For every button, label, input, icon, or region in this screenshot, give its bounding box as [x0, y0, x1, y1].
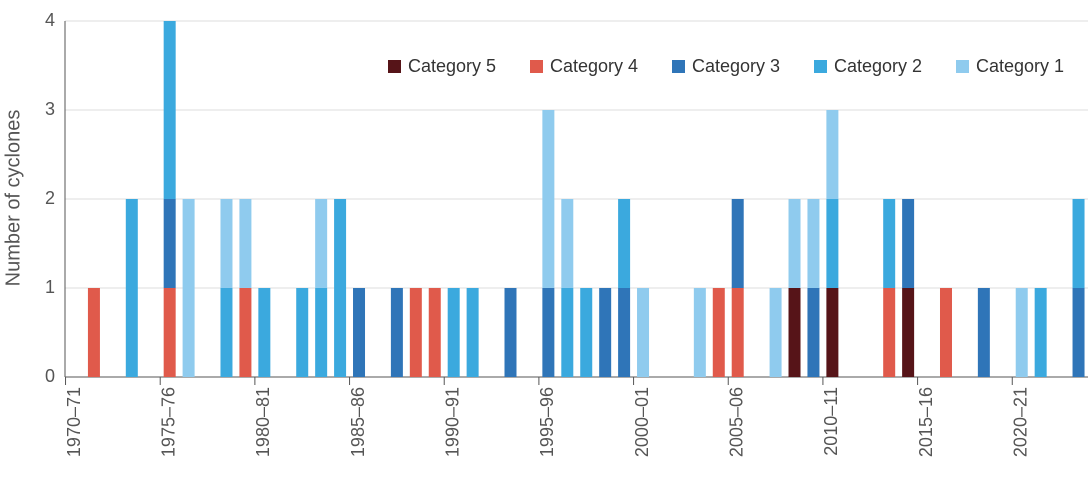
bar-segment	[315, 288, 328, 377]
y-tick-label: 3	[45, 99, 55, 119]
legend-label: Category 4	[550, 56, 638, 76]
bar-segment	[334, 199, 347, 377]
bar-segment	[826, 199, 839, 288]
bar-segment	[788, 288, 801, 377]
x-tick-label: 2020–21	[1010, 387, 1030, 457]
bar-segment	[1034, 288, 1047, 377]
bar-segment	[163, 21, 176, 199]
x-tick-label: 2000–01	[632, 387, 652, 457]
y-axis-label: Number of cyclones	[2, 110, 24, 287]
legend-swatch	[530, 60, 543, 73]
bar-segment	[599, 288, 612, 377]
legend-swatch	[956, 60, 969, 73]
x-tick-label: 2010–11	[821, 387, 841, 456]
bar-segment	[807, 288, 820, 377]
bar-segment	[939, 288, 952, 377]
y-tick-label: 0	[45, 366, 55, 386]
bar-segment	[977, 288, 990, 377]
x-tick-label: 1980–81	[253, 387, 273, 457]
bar-segment	[220, 288, 233, 377]
bar-segment	[466, 288, 479, 377]
bar-segment	[580, 288, 593, 377]
y-tick-label: 4	[45, 10, 55, 30]
bar-segment	[390, 288, 403, 377]
bar-segment	[258, 288, 271, 377]
legend-label: Category 1	[976, 56, 1064, 76]
bar-segment	[220, 199, 233, 288]
x-tick-label: 1985–86	[348, 387, 368, 457]
bar-segment	[409, 288, 422, 377]
legend-label: Category 3	[692, 56, 780, 76]
bar-segment	[637, 288, 650, 377]
bar-segment	[826, 110, 839, 199]
bar-segment	[807, 199, 820, 288]
bar-segment	[315, 199, 328, 288]
bar-segment	[1015, 288, 1028, 377]
bar-segment	[902, 199, 915, 288]
bar-segment	[447, 288, 460, 377]
legend-swatch	[672, 60, 685, 73]
bar-segment	[902, 288, 915, 377]
bar-segment	[542, 288, 555, 377]
bar-segment	[296, 288, 309, 377]
y-tick-label: 2	[45, 188, 55, 208]
bar-segment	[769, 288, 782, 377]
x-tick-label: 1995–96	[537, 387, 557, 457]
x-tick-label: 1970–71	[64, 387, 84, 457]
bar-segment	[561, 199, 574, 288]
legend-label: Category 2	[834, 56, 922, 76]
bar-segment	[731, 288, 744, 377]
y-tick-label: 1	[45, 277, 55, 297]
bar-segment	[353, 288, 366, 377]
x-tick-label: 2005–06	[726, 387, 746, 457]
legend-swatch	[814, 60, 827, 73]
legend-swatch	[388, 60, 401, 73]
bar-segment	[1072, 199, 1085, 288]
bar-segment	[182, 199, 195, 377]
bar-segment	[712, 288, 725, 377]
bar-segment	[504, 288, 517, 377]
bar-segment	[826, 288, 839, 377]
bar-segment	[428, 288, 441, 377]
bar-segment	[561, 288, 574, 377]
bar-segment	[883, 199, 896, 288]
bar-segment	[693, 288, 706, 377]
bar-segment	[1072, 288, 1085, 377]
bar-segment	[163, 288, 176, 377]
bar-segment	[788, 199, 801, 288]
bar-segment	[542, 110, 555, 288]
x-tick-label: 1990–91	[442, 387, 462, 457]
bar-segment	[731, 199, 744, 288]
bar-segment	[125, 199, 138, 377]
bar-segment	[883, 288, 896, 377]
bar-segment	[163, 199, 176, 288]
bar-segment	[618, 288, 631, 377]
x-tick-label: 1975–76	[158, 387, 178, 457]
bar-segment	[239, 199, 252, 288]
bar-segment	[618, 199, 631, 288]
bar-segment	[87, 288, 100, 377]
legend-label: Category 5	[408, 56, 496, 76]
bar-segment	[239, 288, 252, 377]
x-tick-label: 2015–16	[916, 387, 936, 457]
